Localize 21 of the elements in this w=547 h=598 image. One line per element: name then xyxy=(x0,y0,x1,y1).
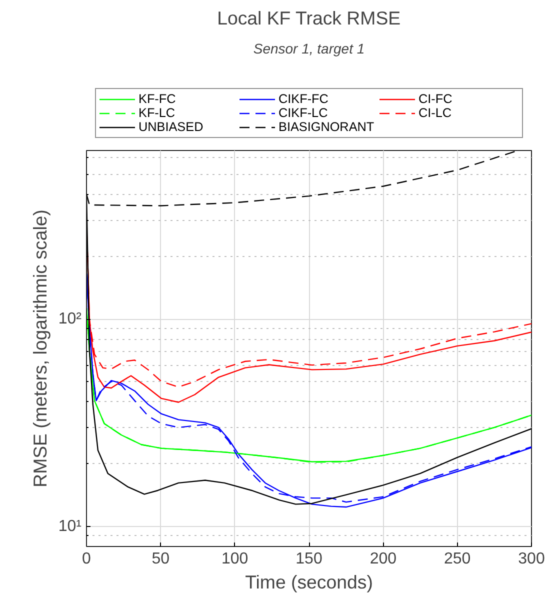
legend-label: CIKF-FC xyxy=(278,92,330,106)
x-tick-label: 100 xyxy=(221,550,248,568)
x-tick-label: 50 xyxy=(152,550,170,568)
chart-subtitle: Sensor 1, target 1 xyxy=(253,40,365,56)
y-axis-title: RMSE (meters, logarithmic scale) xyxy=(29,210,50,488)
x-tick-label: 300 xyxy=(518,550,545,568)
y-tick-label: 10¹ xyxy=(58,518,82,535)
x-tick-label: 200 xyxy=(370,550,397,568)
chart-title: Local KF Track RMSE xyxy=(217,8,401,28)
x-tick-label: 250 xyxy=(444,550,471,568)
legend-label: CI-FC xyxy=(418,92,454,106)
legend-label: UNBIASED xyxy=(138,120,204,134)
x-axis-title: Time (seconds) xyxy=(245,572,373,592)
legend-label: BIASIGNORANT xyxy=(278,120,376,134)
y-tick-label: 10² xyxy=(58,310,82,328)
legend-label: CI-LC xyxy=(418,106,453,120)
legend-label: KF-FC xyxy=(138,92,177,106)
x-tick-label: 0 xyxy=(82,550,92,568)
x-tick-label: 150 xyxy=(296,550,322,568)
legend-label: CIKF-LC xyxy=(278,106,329,120)
legend-label: KF-LC xyxy=(138,106,176,120)
